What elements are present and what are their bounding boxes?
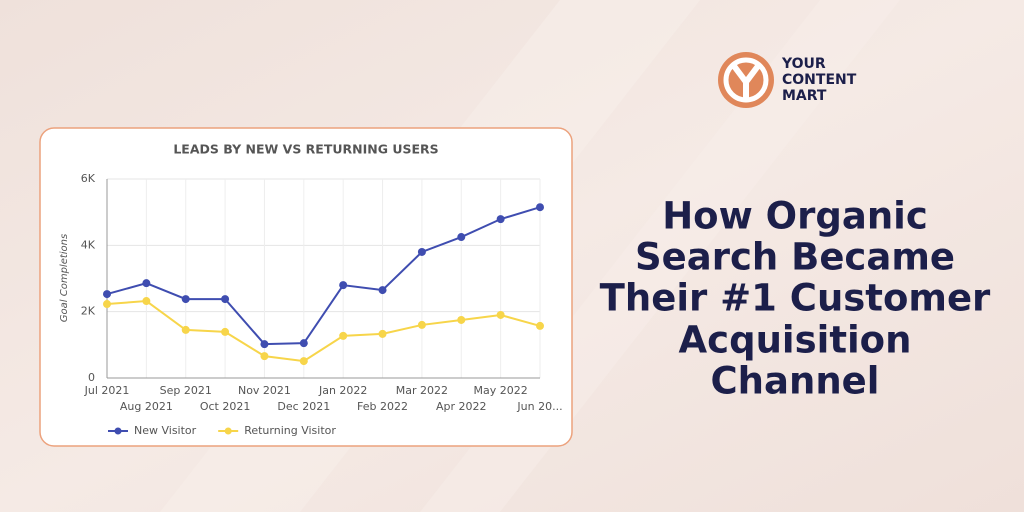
headline-line: Channel — [711, 360, 880, 403]
data-point — [378, 286, 387, 295]
logo-text: CONTENT — [782, 72, 857, 88]
x-tick-label: Oct 2021 — [200, 400, 251, 413]
data-point — [536, 321, 544, 330]
x-tick-label: Jul 2021 — [84, 384, 130, 397]
logo-text: MART — [782, 88, 827, 104]
y-tick-label: 6K — [81, 172, 96, 185]
data-point — [142, 297, 151, 306]
y-tick-label: 0 — [88, 371, 95, 384]
headline-line: Acquisition — [679, 319, 912, 362]
data-point — [260, 352, 269, 361]
y-tick-label: 4K — [81, 238, 96, 251]
data-point — [339, 281, 348, 290]
data-point — [536, 203, 544, 212]
x-tick-label: Jan 2022 — [318, 384, 367, 397]
logo-text: YOUR — [781, 56, 826, 72]
legend-dot — [224, 427, 232, 435]
y-tick-label: 2K — [81, 305, 96, 318]
data-point — [221, 295, 230, 304]
series-line — [106, 300, 541, 363]
data-point — [181, 325, 190, 334]
data-point — [417, 320, 426, 329]
logo: YOUR CONTENT MART — [718, 52, 857, 108]
data-point — [260, 340, 269, 349]
data-point — [496, 310, 505, 319]
x-tick-label: Jun 20... — [516, 400, 562, 413]
data-point — [496, 215, 505, 224]
headline: How Organic Search Became Their #1 Custo… — [600, 195, 991, 403]
logo-y — [731, 64, 761, 98]
chart-card — [39, 127, 573, 447]
x-tick-label: Aug 2021 — [120, 400, 173, 413]
x-tick-label: Mar 2022 — [396, 384, 448, 397]
x-tick-label: Nov 2021 — [238, 384, 291, 397]
data-point — [457, 315, 466, 324]
data-point — [299, 339, 308, 348]
data-point — [142, 279, 151, 288]
data-point — [221, 327, 230, 336]
legend-dot — [114, 427, 122, 435]
data-point — [457, 233, 466, 242]
x-tick-label: Feb 2022 — [357, 400, 408, 413]
series-line — [106, 206, 541, 346]
data-point — [299, 357, 308, 366]
x-tick-label: May 2022 — [474, 384, 528, 397]
data-point — [103, 300, 111, 309]
data-point — [417, 247, 426, 256]
x-tick-label: Dec 2021 — [277, 400, 330, 413]
headline-line: Search Became — [635, 236, 955, 279]
x-tick-label: Sep 2021 — [160, 384, 212, 397]
legend-label: New Visitor — [134, 424, 197, 437]
x-tick-label: Apr 2022 — [436, 400, 487, 413]
legend-label: Returning Visitor — [244, 424, 336, 437]
chart-title: LEADS BY NEW VS RETURNING USERS — [173, 142, 438, 157]
data-point — [339, 331, 348, 340]
headline-line: Their #1 Customer — [600, 277, 991, 320]
logo-ring — [723, 57, 769, 103]
data-point — [103, 290, 111, 299]
data-point — [181, 295, 190, 304]
data-point — [378, 329, 387, 338]
y-axis-label: Goal Completions — [59, 234, 70, 322]
headline-line: How Organic — [662, 195, 928, 238]
